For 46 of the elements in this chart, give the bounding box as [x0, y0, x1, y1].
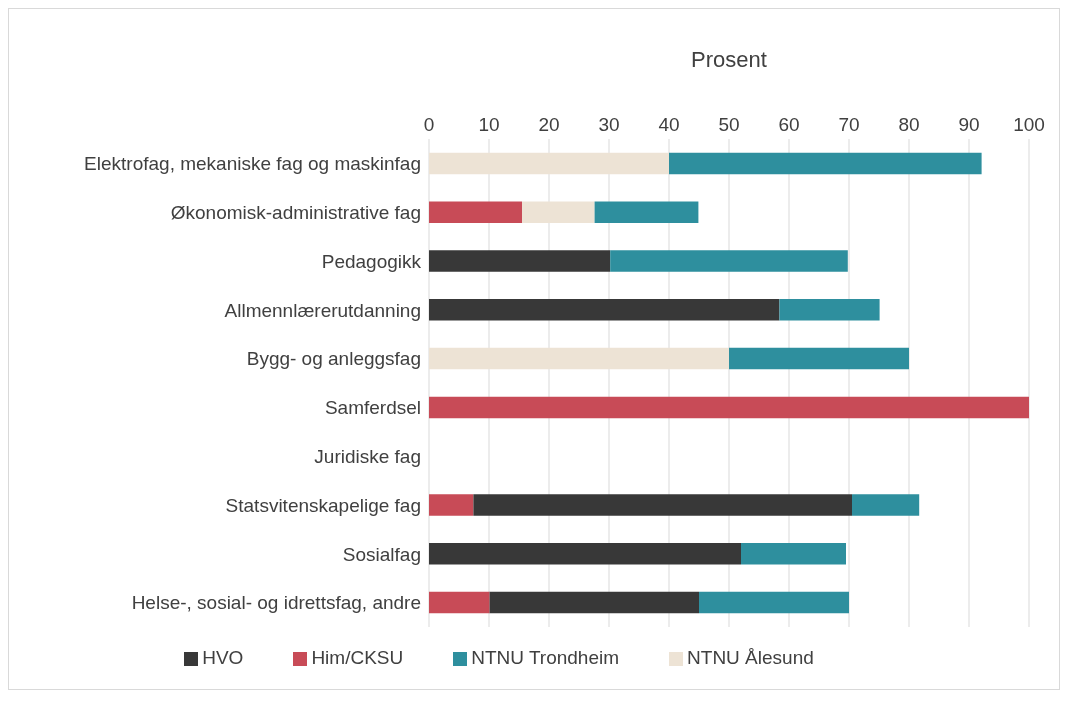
- y-tick-label: Elektrofag, mekaniske fag og maskinfag: [84, 153, 421, 175]
- y-tick-label: Økonomisk-administrative fag: [170, 201, 421, 223]
- bar: [429, 543, 741, 565]
- bar: [429, 250, 611, 272]
- bar: [489, 591, 699, 614]
- bar: [669, 152, 982, 175]
- x-tick-label: 20: [538, 114, 560, 135]
- x-tick-label: 40: [658, 114, 680, 135]
- bar: [741, 543, 846, 565]
- bar: [779, 299, 880, 321]
- y-tick-label: Sosialfag: [342, 543, 421, 565]
- bar: [594, 201, 699, 223]
- y-tick-label: Helse-, sosial- og idrettsfag, andre: [131, 592, 421, 614]
- x-tick-label: 60: [778, 114, 800, 135]
- x-axis-title: Prosent: [691, 47, 767, 73]
- bar: [429, 201, 522, 223]
- bar: [429, 591, 490, 614]
- y-tick-label: Statsvitenskapelige fag: [225, 494, 421, 516]
- bar: [429, 494, 474, 516]
- bar: [429, 299, 780, 321]
- x-tick-label: 70: [838, 114, 860, 135]
- bar: [699, 591, 849, 614]
- x-tick-label: 10: [478, 114, 500, 135]
- y-tick-label: Juridiske fag: [314, 445, 421, 467]
- bar: [522, 201, 595, 223]
- bar: [729, 347, 909, 370]
- x-tick-label: 100: [1013, 114, 1045, 135]
- y-tick-label: Samferdsel: [324, 397, 421, 419]
- x-tick-label: 90: [958, 114, 980, 135]
- legend-label: HVO: [202, 647, 244, 668]
- bar: [429, 152, 669, 175]
- bar: [429, 396, 1029, 419]
- x-tick-label: 0: [423, 114, 435, 135]
- bar: [473, 494, 852, 516]
- bar: [852, 494, 920, 516]
- x-tick-label: 50: [718, 114, 740, 135]
- y-tick-label: Bygg- og anleggsfag: [246, 348, 421, 370]
- legend-label: NTNU Ålesund: [687, 647, 814, 668]
- x-tick-label: 30: [598, 114, 620, 135]
- x-tick-label: 80: [898, 114, 920, 135]
- bar: [429, 347, 729, 370]
- y-tick-label: Allmennlærerutdanning: [224, 299, 421, 321]
- legend-label: NTNU Trondheim: [471, 647, 620, 668]
- legend-label: Him/CKSU: [311, 647, 404, 668]
- bar: [610, 250, 848, 272]
- y-tick-label: Pedagogikk: [321, 250, 422, 272]
